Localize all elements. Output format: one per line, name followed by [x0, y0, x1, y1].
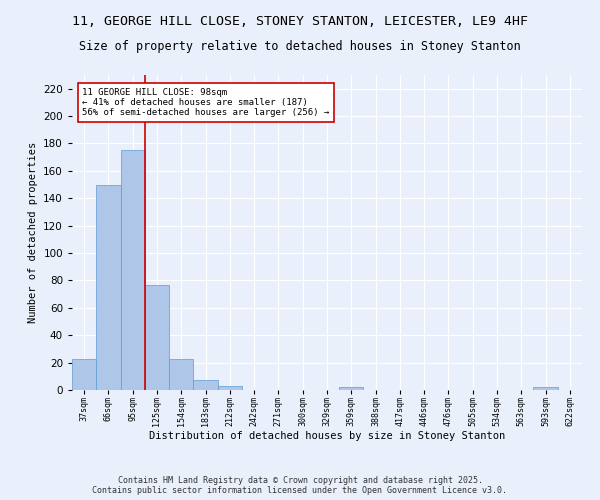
Bar — [169, 358, 193, 390]
X-axis label: Distribution of detached houses by size in Stoney Stanton: Distribution of detached houses by size … — [149, 431, 505, 441]
Y-axis label: Number of detached properties: Number of detached properties — [28, 142, 38, 323]
Bar — [121, 150, 145, 390]
Bar — [218, 386, 242, 390]
Bar — [96, 184, 121, 390]
Text: Size of property relative to detached houses in Stoney Stanton: Size of property relative to detached ho… — [79, 40, 521, 53]
Bar — [339, 388, 364, 390]
Bar — [145, 284, 169, 390]
Text: 11, GEORGE HILL CLOSE, STONEY STANTON, LEICESTER, LE9 4HF: 11, GEORGE HILL CLOSE, STONEY STANTON, L… — [72, 15, 528, 28]
Bar — [193, 380, 218, 390]
Bar — [72, 358, 96, 390]
Text: 11 GEORGE HILL CLOSE: 98sqm
← 41% of detached houses are smaller (187)
56% of se: 11 GEORGE HILL CLOSE: 98sqm ← 41% of det… — [82, 88, 329, 118]
Bar — [533, 388, 558, 390]
Text: Contains HM Land Registry data © Crown copyright and database right 2025.
Contai: Contains HM Land Registry data © Crown c… — [92, 476, 508, 495]
